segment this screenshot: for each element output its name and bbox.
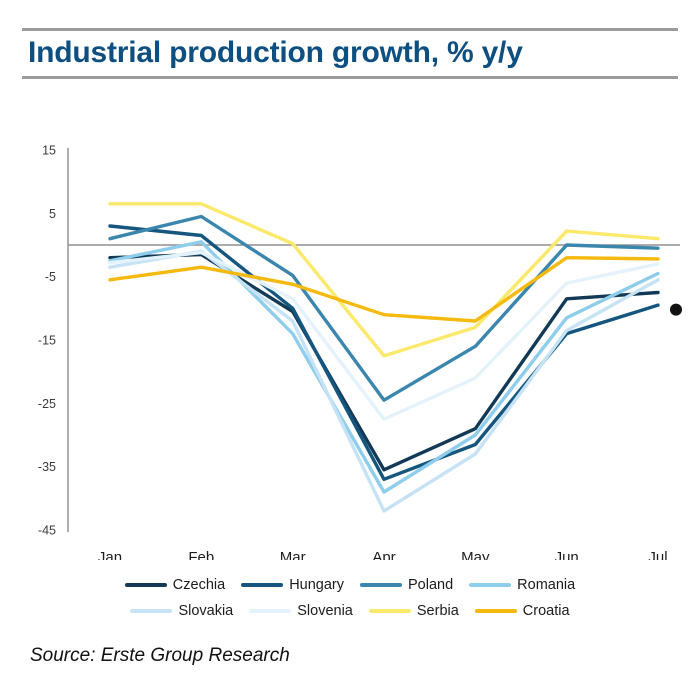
legend-item-hungary[interactable]: Hungary	[241, 577, 344, 593]
chart-plot-area: 15 5 -5 -15 -25 -35 -45 Jan Feb Mar Apr May Jun Jul	[0, 120, 700, 560]
x-tick-label: Mar	[280, 549, 306, 560]
series-line-serbia	[108, 202, 660, 358]
point-markers	[670, 303, 682, 316]
legend-swatch-icon	[368, 609, 411, 613]
y-tick-label: 15	[42, 144, 56, 158]
legend-swatch-icon	[124, 583, 167, 587]
legend-label: Poland	[408, 577, 454, 593]
line-chart-svg: 15 5 -5 -15 -25 -35 -45 Jan Feb Mar Apr May Jun Jul	[38, 144, 682, 560]
y-tick-label: -35	[38, 460, 56, 474]
legend-swatch-icon	[474, 609, 517, 613]
series-line-slovakia	[108, 249, 660, 513]
legend-label: Slovenia	[297, 603, 353, 619]
legend-swatch-icon	[241, 583, 284, 587]
legend-item-slovakia[interactable]: Slovakia	[130, 603, 233, 619]
series-line-hungary	[108, 224, 660, 482]
y-tick-label: -25	[38, 397, 56, 411]
title-rule-bottom	[22, 76, 678, 80]
x-tick-label: Jan	[98, 549, 122, 560]
series-line-poland	[108, 214, 660, 402]
legend-item-serbia[interactable]: Serbia	[368, 603, 459, 619]
legend-swatch-icon	[360, 583, 402, 587]
data-point-marker	[670, 303, 682, 316]
series-line-czechia	[108, 252, 660, 472]
legend-swatch-icon	[130, 609, 173, 613]
legend-label: Croatia	[522, 603, 570, 619]
x-tick-label: Feb	[188, 549, 214, 560]
legend-swatch-icon	[469, 583, 512, 587]
legend-label: Serbia	[416, 603, 459, 619]
legend-item-czechia[interactable]: Czechia	[124, 577, 226, 593]
legend-label: Hungary	[289, 577, 344, 593]
legend-label: Romania	[517, 577, 576, 593]
legend-row: Slovakia Slovenia Serbia Croatia	[0, 598, 700, 624]
title-block: Industrial production growth, % y/y	[22, 28, 678, 80]
x-tick-label: Jul	[648, 549, 667, 560]
x-tick-label: Jun	[555, 549, 579, 560]
title-rule-top	[22, 28, 678, 31]
legend-item-croatia[interactable]: Croatia	[474, 603, 570, 619]
legend-row: Czechia Hungary Poland Romania	[0, 572, 700, 598]
legend-item-poland[interactable]: Poland	[360, 577, 453, 593]
y-tick-label: 5	[49, 207, 56, 221]
series-line-slovenia	[108, 250, 660, 421]
legend-item-slovenia[interactable]: Slovenia	[249, 603, 353, 619]
x-axis: Jan Feb Mar Apr May Jun Jul	[98, 549, 668, 560]
series-line-croatia	[108, 255, 660, 323]
legend-swatch-icon	[249, 609, 292, 613]
chart-legend: Czechia Hungary Poland Romania Slovakia Slove…	[0, 572, 700, 624]
series-lines	[108, 202, 660, 513]
legend-label: Slovakia	[178, 603, 234, 619]
y-tick-label: -45	[38, 524, 56, 538]
legend-label: Czechia	[172, 577, 226, 593]
legend-item-romania[interactable]: Romania	[469, 577, 575, 593]
series-line-romania	[108, 240, 660, 494]
y-tick-label: -5	[45, 270, 56, 284]
source-note: Source: Erste Group Research	[30, 645, 290, 666]
page-title: Industrial production growth, % y/y	[28, 36, 523, 69]
x-tick-label: May	[461, 549, 490, 560]
x-tick-label: Apr	[372, 549, 395, 560]
y-tick-label: -15	[38, 334, 56, 348]
